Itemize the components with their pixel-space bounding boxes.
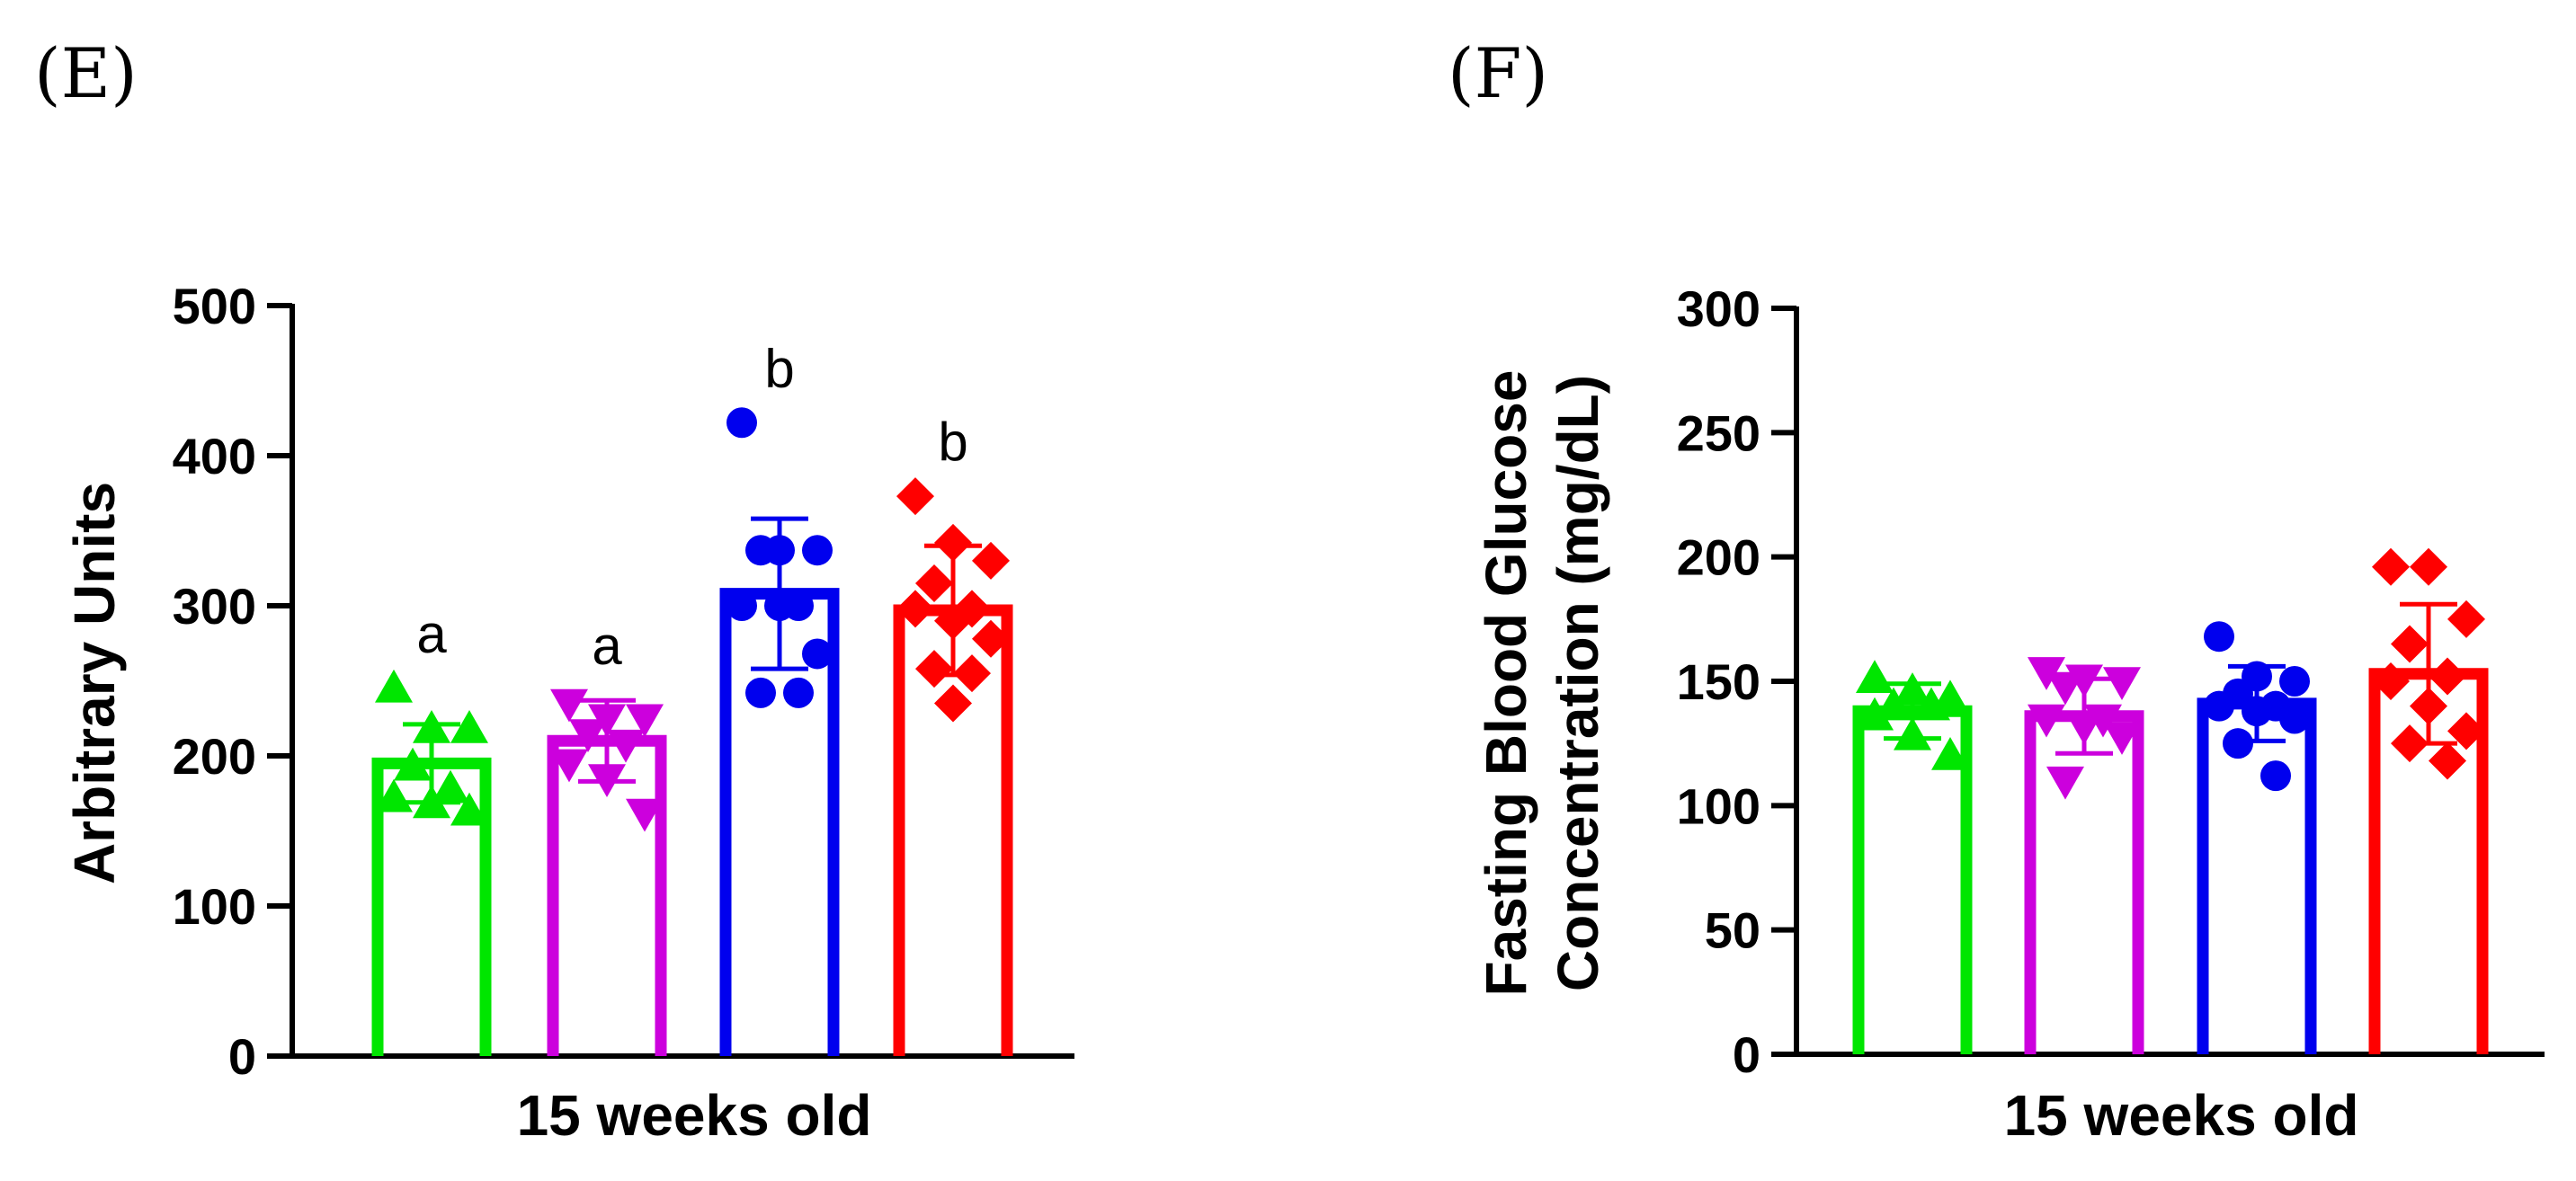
data-point-group-1 <box>375 669 413 703</box>
data-point-group-2 <box>626 798 664 832</box>
y-tick-label: 200 <box>173 728 256 785</box>
data-point-group-3 <box>2242 696 2272 727</box>
data-point-group-2 <box>550 749 588 783</box>
data-point-group-4 <box>2429 657 2466 696</box>
y-axis-title: Arbitrary Units <box>62 482 127 884</box>
data-point-group-1 <box>1875 687 1912 721</box>
data-point-group-2 <box>569 719 607 752</box>
data-point-group-2 <box>607 729 645 763</box>
data-point-group-1 <box>1912 687 1950 721</box>
data-point-group-1 <box>1931 737 1969 770</box>
y-tick-label: 400 <box>173 428 256 484</box>
data-point-group-4 <box>2372 547 2410 586</box>
y-tick-label: 150 <box>1677 653 1760 710</box>
data-point-group-2 <box>2103 667 2141 700</box>
data-point-group-1 <box>1894 672 1931 706</box>
data-point-group-3 <box>745 535 776 566</box>
bar-group-2 <box>2024 710 2144 1054</box>
data-point-group-4 <box>915 564 953 602</box>
y-tick-label: 250 <box>1677 404 1760 461</box>
data-point-group-4 <box>972 619 1010 658</box>
data-point-group-3 <box>2279 703 2310 734</box>
y-tick-label: 200 <box>1677 529 1760 586</box>
significance-letter-group-1: a <box>416 604 447 664</box>
data-point-group-4 <box>2429 741 2466 780</box>
data-point-group-3 <box>2204 690 2234 722</box>
data-point-group-1 <box>450 709 488 743</box>
data-point-group-4 <box>2447 712 2485 750</box>
data-point-group-1 <box>1856 660 1894 693</box>
data-point-group-1 <box>1894 716 1931 750</box>
y-tick-label: 50 <box>1705 902 1760 959</box>
data-point-group-1 <box>413 709 450 743</box>
data-point-group-3 <box>2223 728 2253 759</box>
y-tick-label: 300 <box>173 578 256 635</box>
bar-group-3 <box>2197 697 2317 1054</box>
data-point-group-1 <box>1856 697 1894 731</box>
data-point-group-1 <box>450 792 488 826</box>
data-point-group-4 <box>915 650 953 688</box>
data-point-group-3 <box>802 638 833 670</box>
y-tick-label: 100 <box>173 878 256 935</box>
data-point-group-4 <box>2391 724 2429 763</box>
panel-label-f: (F) <box>1448 33 1548 113</box>
data-point-group-4 <box>953 654 991 693</box>
data-point-group-2 <box>626 704 664 738</box>
data-point-group-2 <box>588 764 626 798</box>
data-point-group-4 <box>934 601 972 640</box>
data-point-group-4 <box>896 477 934 516</box>
data-point-group-3 <box>745 677 776 708</box>
data-point-group-3 <box>2279 666 2310 697</box>
data-point-group-4 <box>2391 625 2429 663</box>
y-tick-label: 300 <box>1677 280 1760 337</box>
data-point-group-4 <box>934 523 972 562</box>
chart-e: 0 100 200 300 400 500 15 weeks old Arbitrary Un… <box>62 278 1074 1148</box>
data-point-group-2 <box>2065 712 2103 745</box>
significance-letter-group-3: b <box>764 338 794 398</box>
data-point-group-3 <box>2260 760 2291 792</box>
data-point-group-2 <box>2028 657 2065 690</box>
bar-group-4 <box>893 604 1013 1056</box>
data-point-group-4 <box>2372 662 2410 700</box>
significance-letter-group-4: b <box>938 412 967 472</box>
data-point-group-3 <box>2204 621 2234 653</box>
y-tick-label: 0 <box>1733 1026 1760 1083</box>
data-point-group-2 <box>2103 722 2141 755</box>
data-point-group-3 <box>726 407 757 439</box>
x-axis-title: 15 weeks old <box>517 1083 872 1148</box>
data-point-group-1 <box>432 769 469 804</box>
panel-label-e: (E) <box>34 33 138 113</box>
data-point-group-4 <box>896 590 934 628</box>
data-point-group-1 <box>394 747 432 781</box>
x-axis-title: 15 weeks old <box>2004 1083 2359 1148</box>
y-axis-title-line-2: Concentration (mg/dL) <box>1546 375 1610 991</box>
data-point-group-4 <box>2410 547 2447 586</box>
data-point-group-4 <box>2410 687 2447 725</box>
data-point-group-2 <box>550 688 588 723</box>
data-point-group-2 <box>2046 766 2084 800</box>
y-tick-label: 100 <box>1677 777 1760 834</box>
data-point-group-1 <box>375 778 413 812</box>
y-axis-title-line-1: Fasting Blood Glucose <box>1474 370 1538 997</box>
y-tick-label: 0 <box>228 1028 256 1085</box>
chart-f: 0 50 100 150 200 250 300 15 weeks old Fasting Bl… <box>1474 280 2545 1148</box>
y-tick-label: 500 <box>173 278 256 334</box>
data-point-group-4 <box>2447 599 2485 638</box>
data-point-group-2 <box>2046 671 2084 706</box>
data-point-group-3 <box>726 590 757 621</box>
data-point-group-3 <box>802 535 833 566</box>
data-point-group-4 <box>934 684 972 723</box>
data-point-group-4 <box>972 541 1010 580</box>
data-point-group-2 <box>2028 704 2065 738</box>
data-point-group-3 <box>783 677 814 708</box>
data-point-group-2 <box>588 704 626 738</box>
significance-letter-group-2: a <box>592 616 622 676</box>
data-point-group-3 <box>764 590 795 621</box>
data-point-group-1 <box>413 785 450 819</box>
